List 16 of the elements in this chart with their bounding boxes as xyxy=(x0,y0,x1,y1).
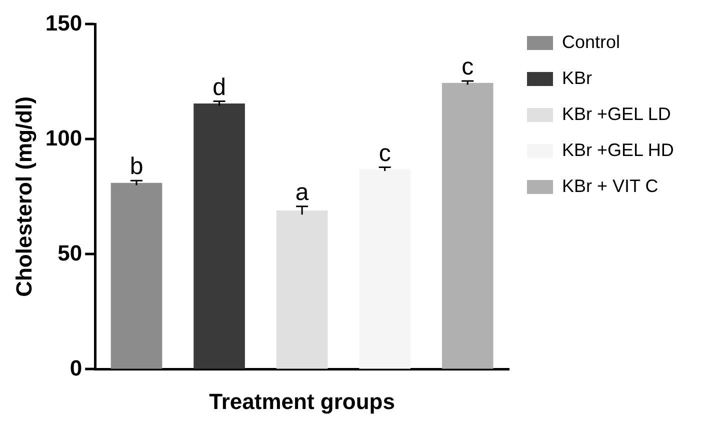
data-label: b xyxy=(130,153,144,180)
legend-label: KBr + VIT C xyxy=(562,176,658,196)
legend-label: KBr xyxy=(562,68,592,88)
data-label: d xyxy=(212,74,226,101)
y-axis-title: Cholesterol (mg/dl) xyxy=(11,96,36,297)
y-tick-label: 150 xyxy=(45,10,82,36)
data-label: c xyxy=(378,140,391,167)
legend-label: KBr +GEL HD xyxy=(562,140,674,160)
legend-label: KBr +GEL LD xyxy=(562,104,671,124)
y-tick-label: 50 xyxy=(58,240,82,266)
x-axis-title: Treatment groups xyxy=(209,388,395,414)
y-tick-label: 100 xyxy=(45,125,82,150)
y-tick-label: 0 xyxy=(70,355,82,380)
data-label: a xyxy=(295,178,310,206)
legend-label: Control xyxy=(562,32,620,52)
data-label: c xyxy=(462,54,474,81)
